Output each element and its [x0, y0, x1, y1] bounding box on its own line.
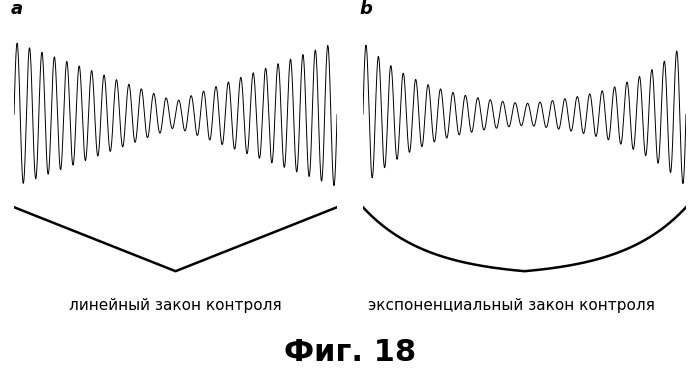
Text: a: a — [10, 0, 23, 18]
Text: линейный закон контроля: линейный закон контроля — [69, 298, 281, 313]
Text: Фиг. 18: Фиг. 18 — [284, 338, 416, 367]
Text: экспоненциальный закон контроля: экспоненциальный закон контроля — [368, 298, 654, 313]
Text: b: b — [360, 0, 372, 18]
